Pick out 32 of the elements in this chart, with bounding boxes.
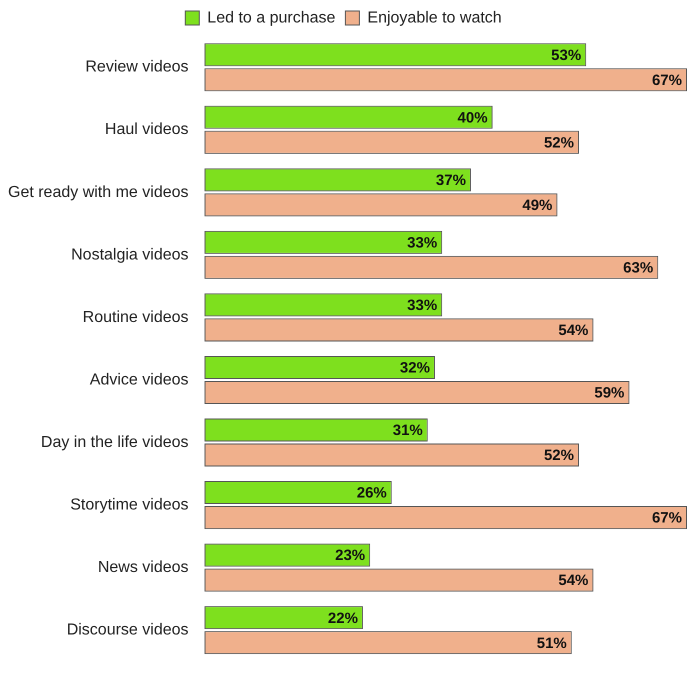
legend-label: Led to a purchase [207, 9, 336, 26]
data-label: 52% [544, 447, 574, 464]
data-label: 22% [328, 610, 358, 627]
data-label: 31% [392, 422, 423, 440]
y-tick-label: Get ready with me videos [8, 184, 189, 201]
data-label: 67% [652, 510, 682, 527]
data-label: 63% [623, 260, 654, 277]
y-tick-label: Nostalgia videos [71, 246, 189, 264]
y-tick-label: Haul videos [104, 121, 189, 138]
data-label: 54% [558, 322, 588, 340]
data-label: 37% [436, 172, 466, 189]
data-label: 33% [407, 297, 438, 314]
data-label: 54% [558, 572, 588, 590]
y-tick-label: Routine videos [82, 308, 189, 326]
data-label: 26% [356, 484, 387, 502]
data-label: 40% [458, 109, 488, 126]
y-tick-label: Storytime videos [70, 496, 189, 514]
y-tick-label: News videos [98, 558, 189, 576]
y-tick-label: Day in the life videos [40, 434, 189, 451]
data-label: 33% [407, 234, 438, 252]
data-label: 53% [551, 46, 582, 64]
data-label: 49% [522, 197, 552, 214]
legend-label: Enjoyable to watch [367, 9, 502, 26]
data-label: 32% [400, 360, 430, 377]
y-tick-label: Advice videos [90, 371, 189, 388]
data-label: 52% [544, 134, 574, 152]
data-label: 23% [335, 547, 366, 564]
y-tick-label: Discourse videos [66, 622, 189, 639]
data-label: 67% [652, 72, 682, 89]
data-label: 51% [536, 634, 567, 652]
data-label: 59% [594, 384, 624, 402]
y-tick-label: Review videos [85, 58, 189, 76]
